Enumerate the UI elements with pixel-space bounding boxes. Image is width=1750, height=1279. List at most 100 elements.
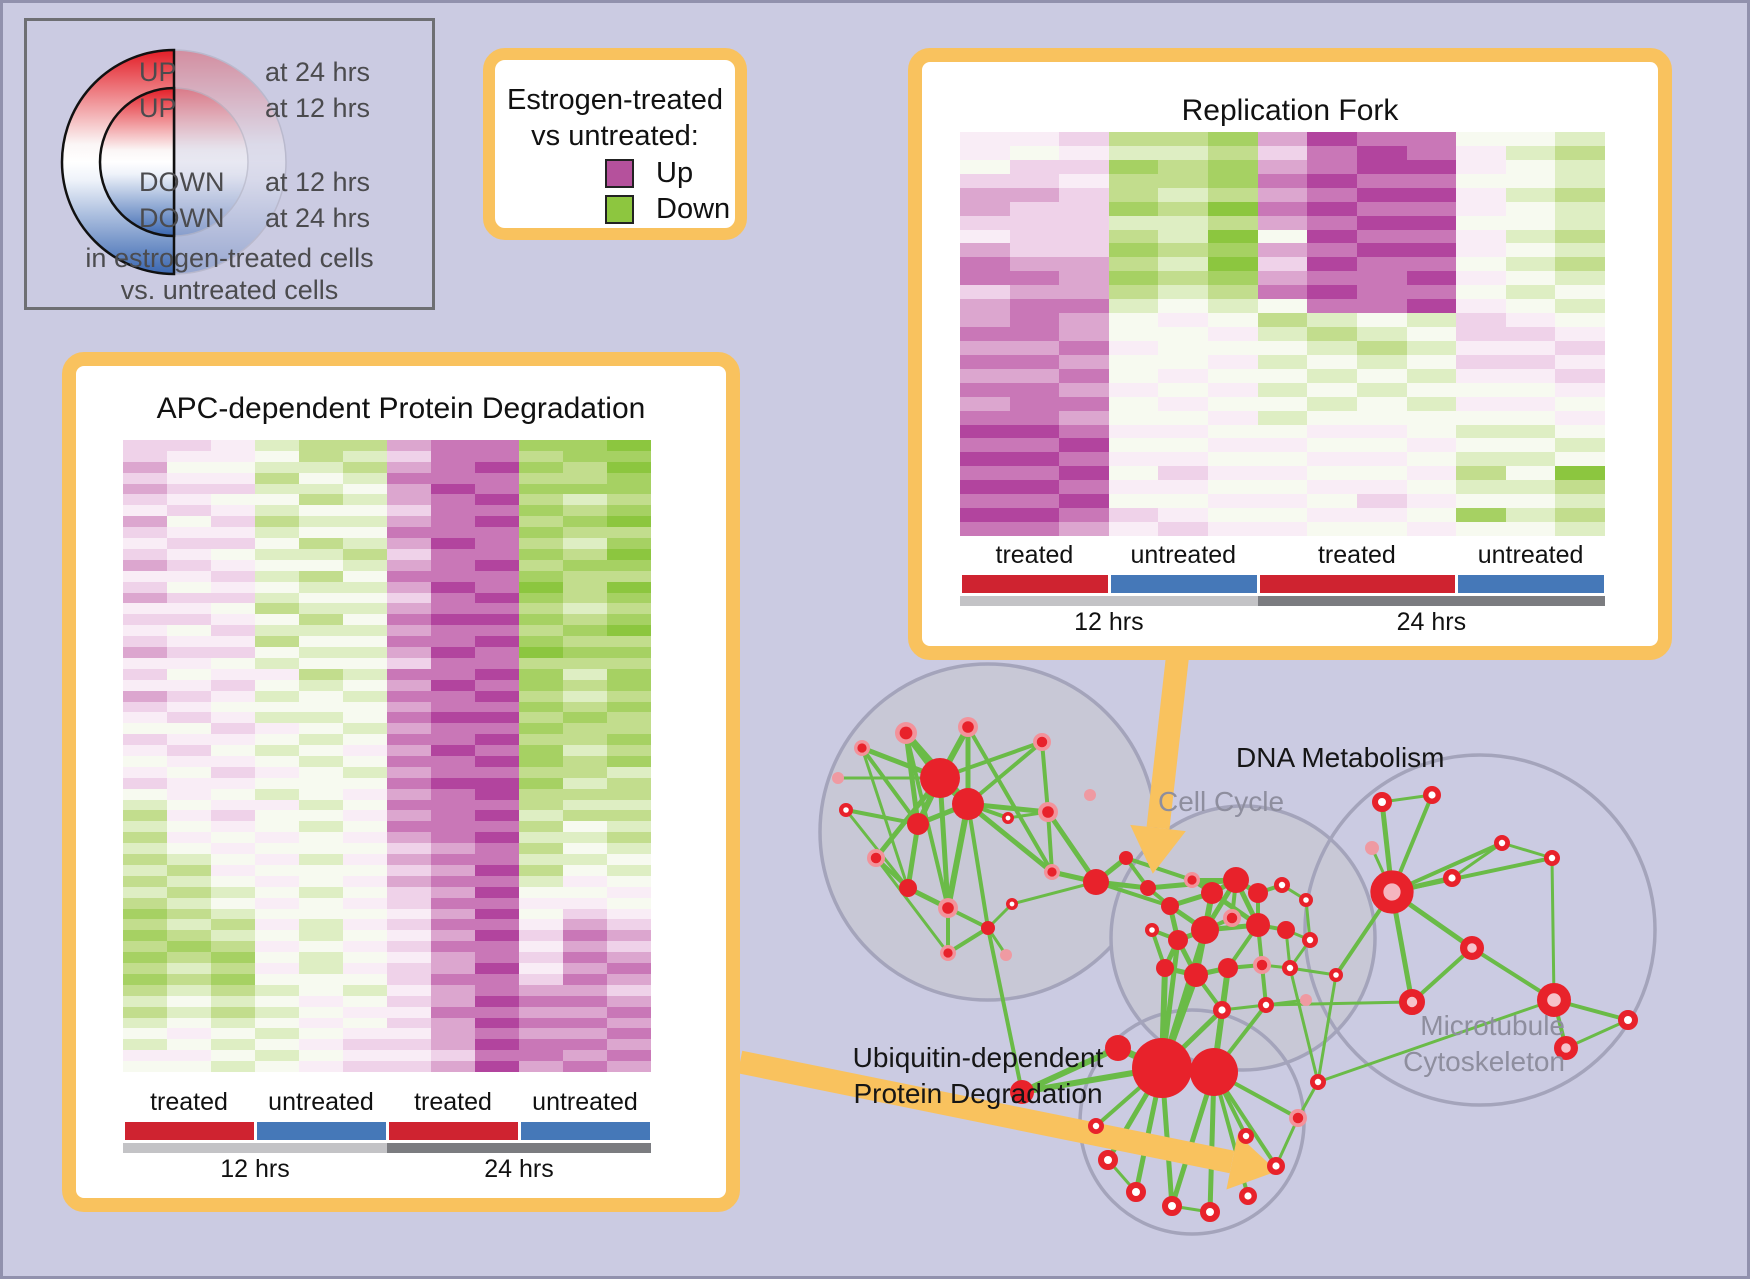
heatmap-cell [1505,201,1556,216]
heatmap-cell [563,461,607,473]
network-node [1238,1186,1257,1205]
heatmap-cell [475,505,519,517]
network-edge [1167,903,1208,933]
heatmap-cell [123,1050,167,1062]
heatmap-cell [123,450,167,462]
heatmap-cell [431,766,475,778]
heatmap-cell [167,952,211,964]
network-edge [1450,841,1504,880]
up-label: Up [656,157,694,189]
heatmap-cell [343,734,387,746]
heatmap-cell [563,450,607,462]
heatmap-cell [211,1006,255,1018]
heatmap-cell [1009,340,1060,355]
network-edge [1040,740,1050,814]
heatmap-cell [1208,340,1258,355]
heatmap-cell [1208,229,1258,244]
network-node [832,772,844,784]
cluster-label: DNA Metabolism [1236,742,1445,773]
network-node [1300,994,1312,1006]
heatmap-cell [1406,466,1457,481]
heatmap-cell [343,679,387,691]
time-span-label: 24 hrs [1396,608,1467,636]
network-node-core [899,726,913,740]
heatmap-cell [211,1017,255,1029]
network-edge [1162,965,1199,978]
heatmap-cell [1356,257,1407,272]
heatmap-cell [431,864,475,876]
heatmap-cell [475,952,519,964]
heatmap-cell [167,843,211,855]
heatmap-cell [563,603,607,615]
heatmap-cell [563,756,607,767]
heatmap-cell [519,581,563,593]
heatmap-cell [123,886,167,898]
cluster-circle [1109,804,1377,1072]
heatmap-cell [123,603,167,615]
heatmap-cell [519,952,563,964]
heatmap-cell [1257,354,1308,369]
heatmap-cell [1307,145,1357,160]
heatmap-cell [960,494,1010,509]
legend-direction: UP [139,93,177,123]
heatmap-cell [960,327,1010,341]
network-edge [1202,877,1239,933]
network-node [1246,913,1270,937]
heatmap-cell [1059,480,1109,495]
heatmap-cell [431,843,475,855]
heatmap-cell [607,1039,651,1051]
heatmap-cell [211,494,255,506]
replication-fork-heatmap [960,132,1605,536]
heatmap-cell [1257,410,1308,425]
heatmap-cell [1257,145,1308,160]
heatmap-cell [211,1039,255,1051]
network-node [1119,851,1133,865]
network-edge [986,926,1008,957]
heatmap-cell [1208,271,1258,286]
heatmap-cell [1406,424,1457,439]
heatmap-cell [519,963,563,974]
heatmap-cell [299,799,343,811]
heatmap-cell [1505,452,1556,467]
heatmap-cell [1108,368,1159,383]
heatmap-cell [1456,480,1506,495]
heatmap-cell [255,734,299,746]
heatmap-cell [255,1039,299,1051]
heatmap-cell [475,766,519,778]
heatmap-cell [1356,187,1407,202]
network-edge [1226,963,1264,970]
network-edge [1389,875,1455,895]
heatmap-cell [343,647,387,658]
heatmap-cell [519,941,563,953]
heatmap-cell [1257,229,1308,244]
heatmap-cell [960,299,1010,314]
heatmap-cell [431,461,475,473]
network-node-core [1187,875,1197,885]
network-node [899,879,917,897]
heatmap-cell [475,636,519,648]
heatmap-cell [607,1061,651,1072]
heatmap-cell [387,864,431,876]
heatmap-cell [255,843,299,855]
heatmap-cell [1406,132,1457,146]
heatmap-cell [299,875,343,887]
heatmap-cell [255,810,299,822]
heatmap-cell [255,756,299,767]
heatmap-cell [167,973,211,985]
heatmap-cell [1456,215,1506,230]
heatmap-cell [1505,313,1556,328]
network-node [1266,1156,1285,1175]
heatmap-cell [1009,396,1060,411]
network-node [1083,869,1109,895]
network-edge [1158,971,1200,1072]
network-node [1184,963,1208,987]
heatmap-cell [211,461,255,473]
heatmap-cell [123,799,167,811]
heatmap-cell [607,723,651,735]
network-edge [1150,928,1180,942]
heatmap-cell [211,712,255,724]
heatmap-cell [1406,201,1457,216]
heatmap-cell [431,756,475,767]
heatmap-cell [167,581,211,593]
heatmap-cell [167,483,211,495]
